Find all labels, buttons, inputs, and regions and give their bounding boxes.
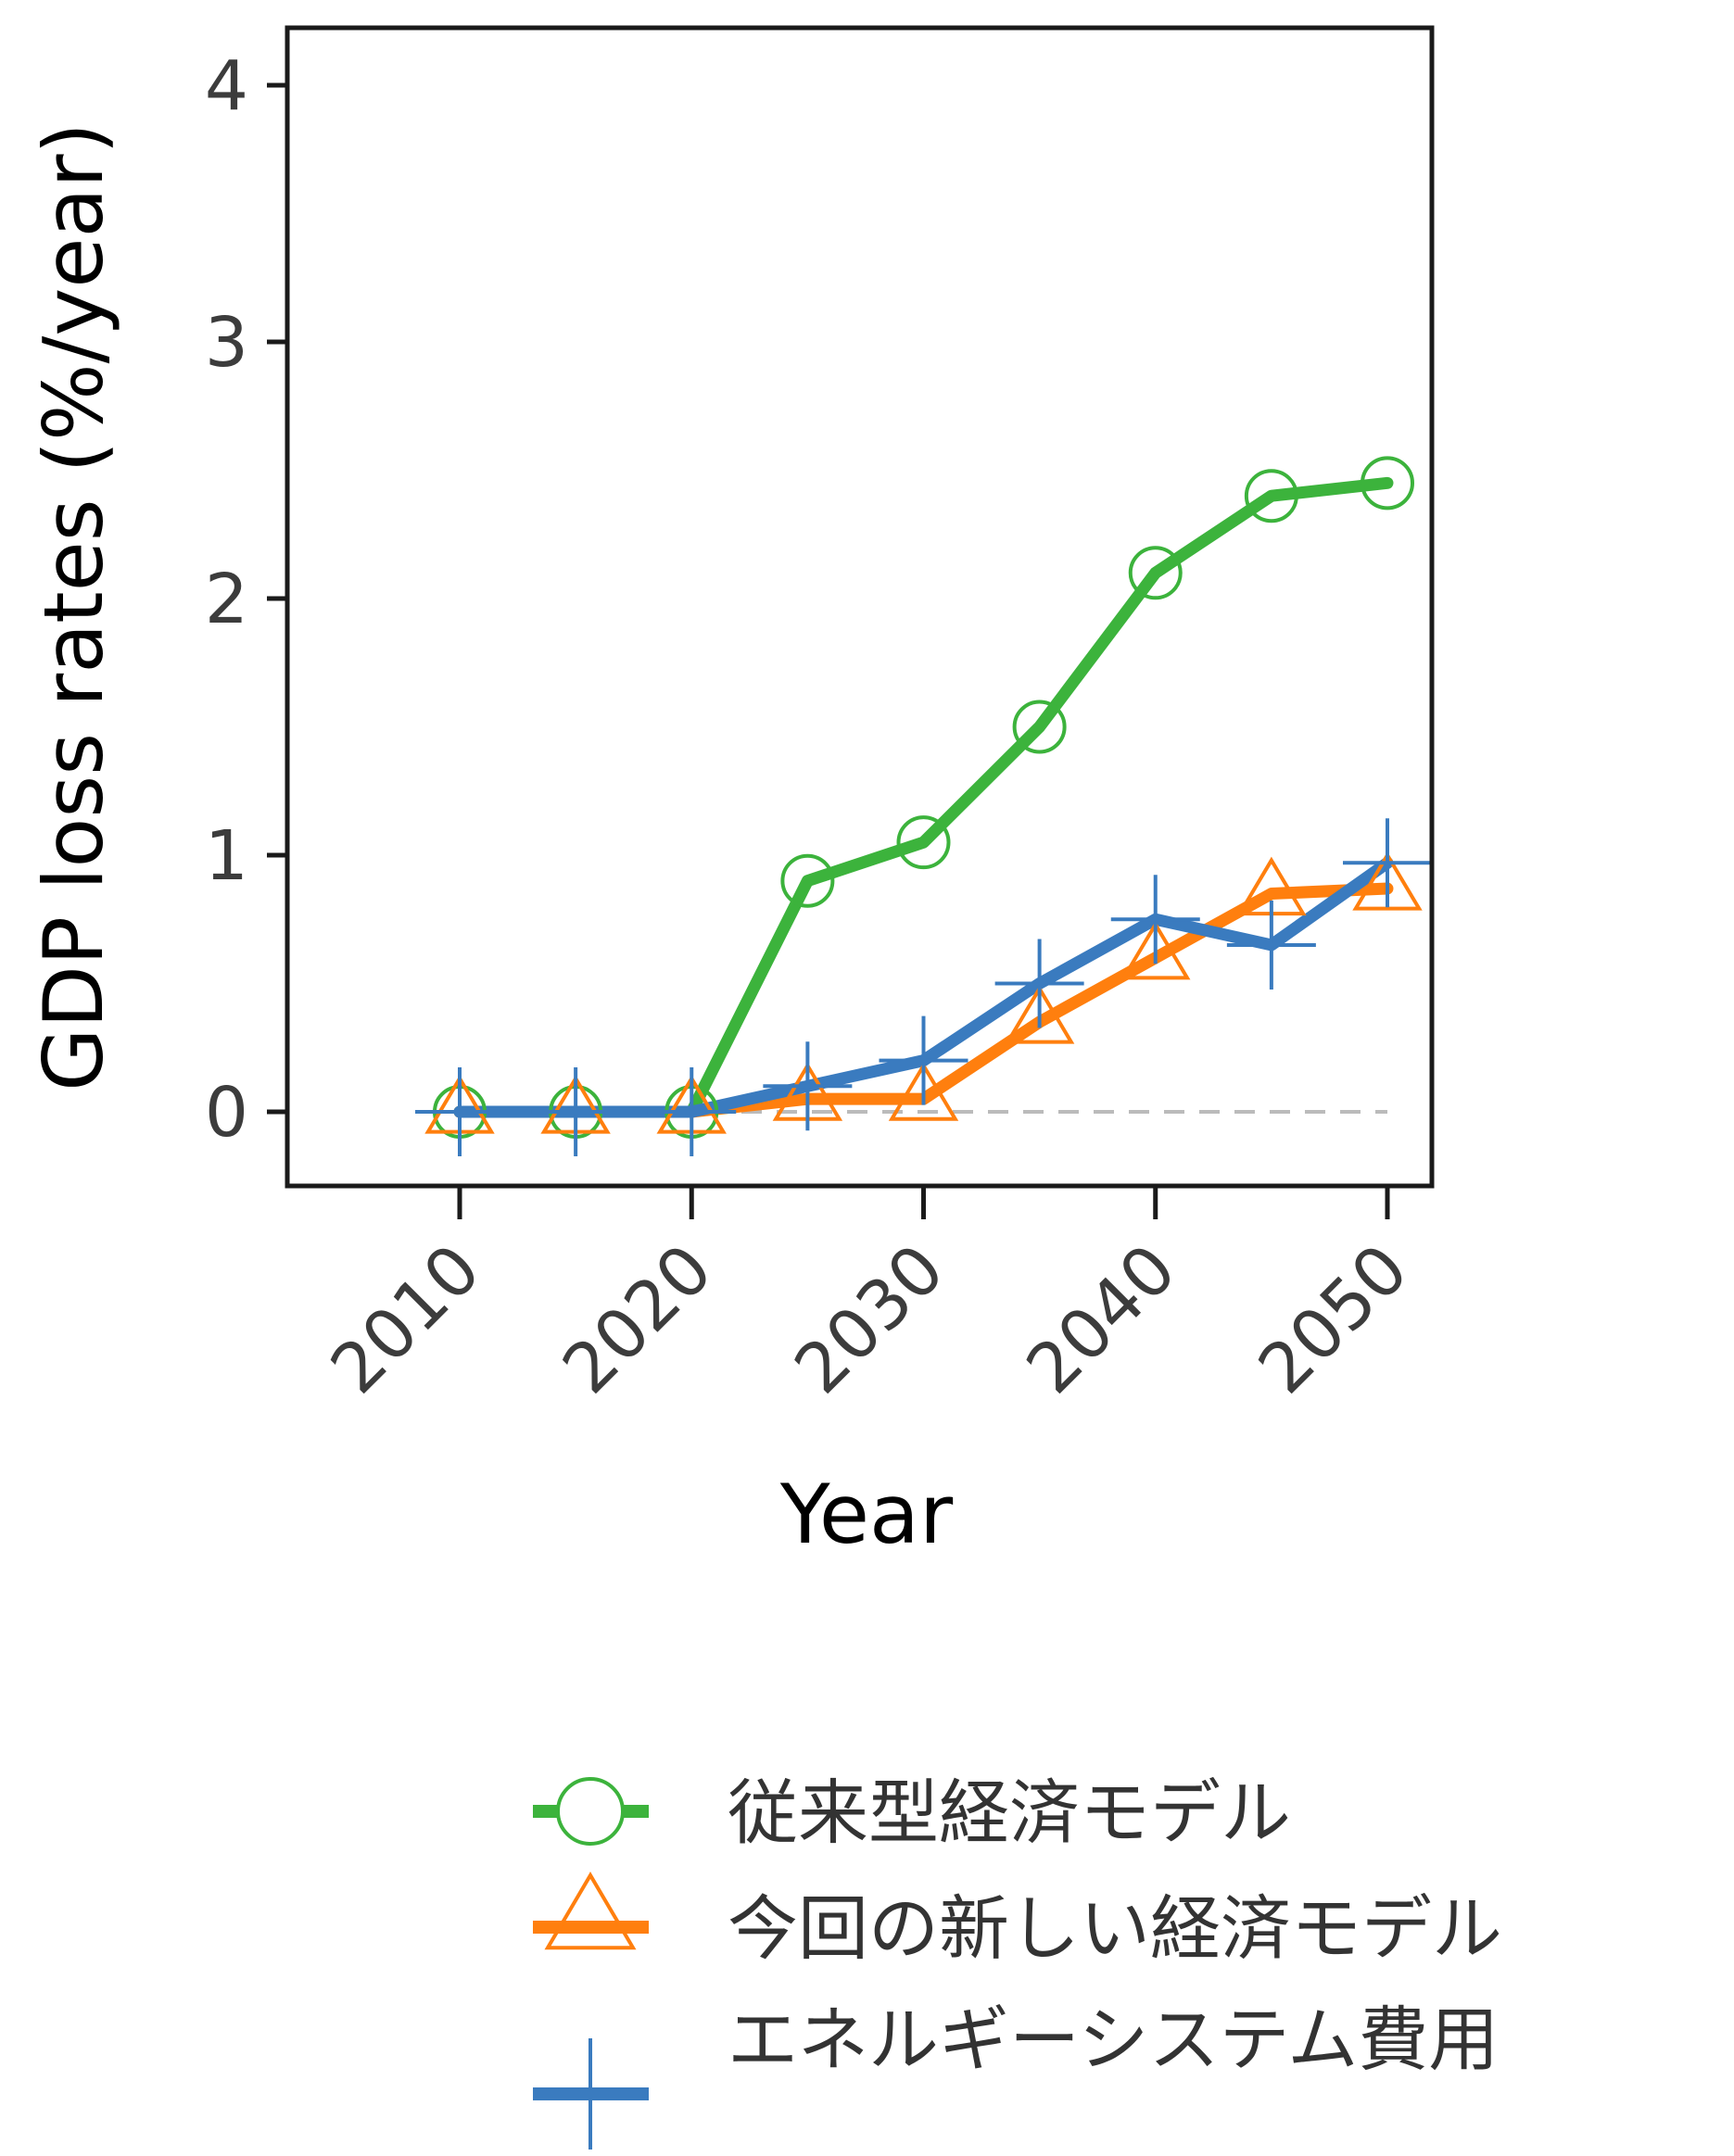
point-circle-2030	[896, 815, 951, 870]
point-circle-2045	[1244, 469, 1298, 523]
point-triangle-2040	[1120, 920, 1191, 980]
legend-plus-marker	[539, 2038, 641, 2150]
point-triangle-2050	[1352, 851, 1423, 911]
point-circle-2040	[1128, 546, 1183, 600]
legend-label-triangle: 今回の新しい経済モデル	[728, 1887, 1502, 1970]
point-plus-2015	[531, 1067, 621, 1156]
legend-item-circle: 従来型経済モデル	[533, 1771, 1291, 1854]
point-plus-2040	[1110, 875, 1200, 965]
axes: 0 1 2 3 4 2010 2020 2030 2040 2050 Year GDP loss ra…	[26, 25, 1435, 1562]
legend-item-plus: エネルギーシステム費用	[533, 1998, 1499, 2150]
legend-label-plus: エネルギーシステム費用	[728, 1998, 1499, 2081]
legend-label-circle: 従来型経済モデル	[728, 1771, 1291, 1854]
legend-circle-marker	[556, 1777, 625, 1846]
y-axis-title: GDP loss rates (%/year)	[26, 122, 121, 1091]
x-tick-label-2020: 2020	[548, 1229, 728, 1409]
point-triangle-2030	[888, 1062, 959, 1121]
point-triangle-2035	[1004, 985, 1075, 1044]
legend-triangle-marker	[544, 1872, 637, 1950]
x-tick-label-2040: 2040	[1011, 1229, 1191, 1409]
plot-frame	[285, 25, 1435, 1189]
point-plus-2050	[1343, 818, 1432, 908]
y-tick-label-1: 1	[205, 816, 248, 896]
point-circle-2050	[1361, 456, 1414, 511]
x-tick-label-2010: 2010	[316, 1229, 496, 1409]
x-tick-label-2030: 2030	[779, 1229, 959, 1409]
point-circle-2035	[1012, 700, 1067, 754]
plot-area	[415, 456, 1432, 1156]
y-tick-label-4: 4	[205, 46, 248, 126]
x-axis-title: Year	[779, 1467, 954, 1562]
point-plus-2030	[879, 1015, 968, 1105]
point-plus-2035	[994, 939, 1084, 1028]
point-plus-2045	[1226, 900, 1316, 990]
point-plus-2020	[647, 1067, 737, 1156]
y-tick-label-2: 2	[205, 560, 248, 639]
x-tick-label-2050: 2050	[1244, 1229, 1424, 1409]
y-tick-label-3: 3	[205, 303, 248, 383]
point-plus-2025	[763, 1041, 853, 1131]
point-plus-2010	[415, 1067, 504, 1156]
legend-item-triangle: 今回の新しい経済モデル	[533, 1872, 1502, 1970]
point-circle-2025	[780, 853, 835, 908]
y-tick-label-0: 0	[205, 1073, 248, 1153]
